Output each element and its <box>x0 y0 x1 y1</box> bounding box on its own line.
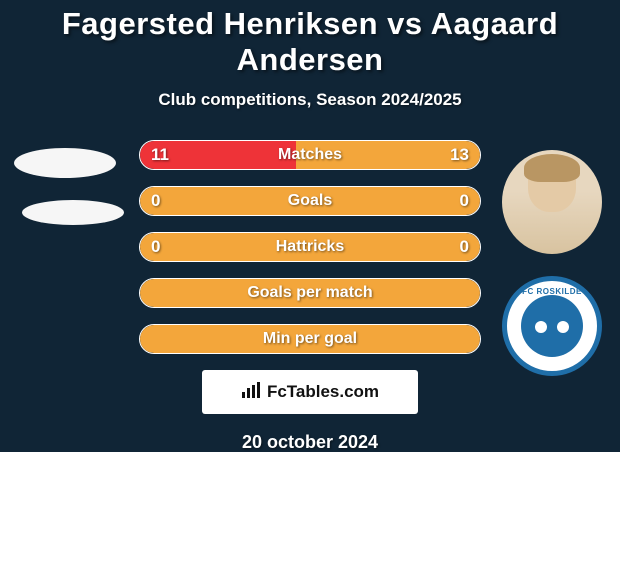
bar-row: Goals per match <box>139 278 481 308</box>
subtitle: Club competitions, Season 2024/2025 <box>0 90 620 110</box>
bar-track <box>139 186 481 216</box>
brand-chart-icon <box>241 382 261 403</box>
page-title: Fagersted Henriksen vs Aagaard Andersen <box>0 0 620 78</box>
club2-badge: FC ROSKILDE <box>502 276 602 376</box>
bar-stack: 1113Matches00Goals00HattricksGoals per m… <box>139 140 481 354</box>
club1-badge-placeholder <box>22 200 124 225</box>
middle-section: FC ROSKILDE 1113Matches00Goals00Hattrick… <box>0 140 620 354</box>
bar-fill-full <box>140 187 480 215</box>
bar-value-left: 0 <box>151 232 160 262</box>
bar-track <box>139 278 481 308</box>
player2-avatar <box>502 150 602 254</box>
bar-row: 00Goals <box>139 186 481 216</box>
bar-row: 1113Matches <box>139 140 481 170</box>
bar-track <box>139 232 481 262</box>
bar-row: 00Hattricks <box>139 232 481 262</box>
comparison-card: Fagersted Henriksen vs Aagaard Andersen … <box>0 0 620 452</box>
left-column <box>0 140 130 225</box>
brand-box: FcTables.com <box>202 370 418 414</box>
bar-value-right: 0 <box>460 232 469 262</box>
bar-track <box>139 140 481 170</box>
bar-fill-full <box>140 325 480 353</box>
club2-badge-inner <box>521 295 583 357</box>
date-text: 20 october 2024 <box>0 432 620 453</box>
brand-text: FcTables.com <box>267 382 379 402</box>
bar-value-left: 11 <box>151 140 169 170</box>
bar-fill-full <box>140 279 480 307</box>
bar-value-left: 0 <box>151 186 160 216</box>
bar-value-right: 0 <box>460 186 469 216</box>
bar-row: Min per goal <box>139 324 481 354</box>
bar-fill-full <box>140 233 480 261</box>
bar-track <box>139 324 481 354</box>
bar-value-right: 13 <box>450 140 469 170</box>
player1-avatar-placeholder <box>14 148 116 178</box>
right-column: FC ROSKILDE <box>500 140 620 376</box>
